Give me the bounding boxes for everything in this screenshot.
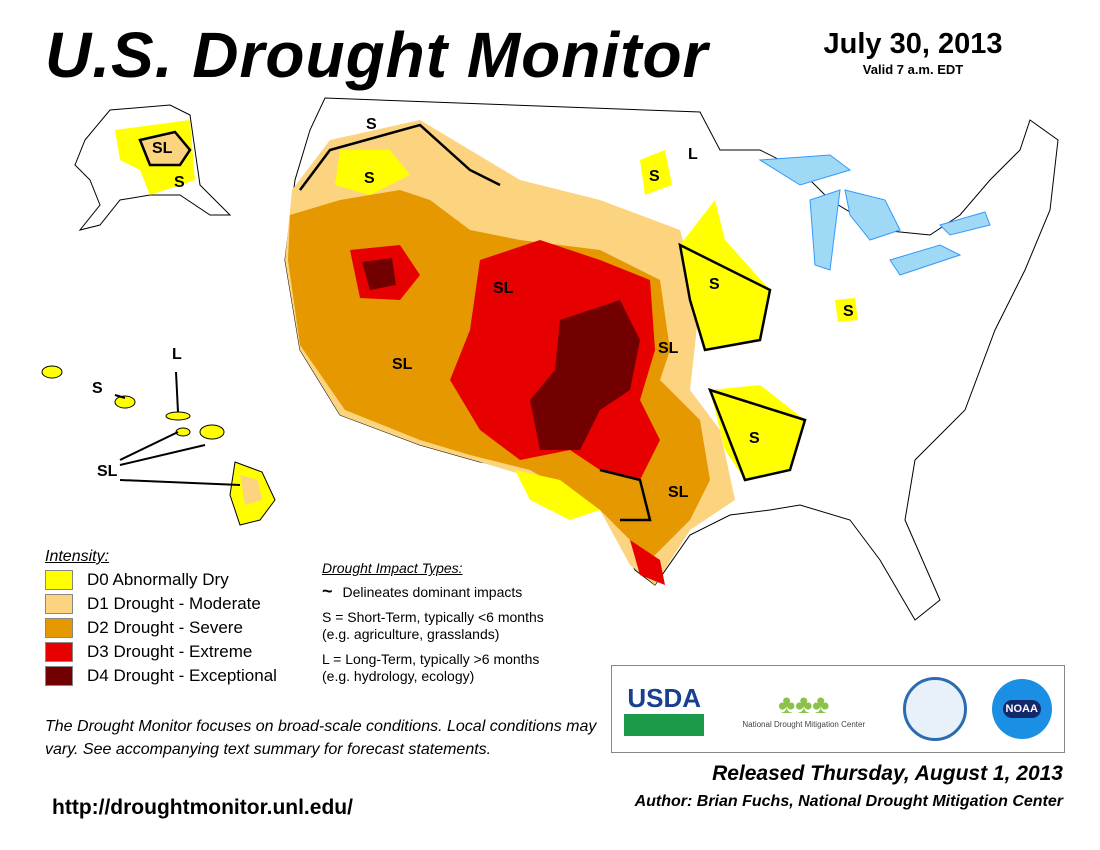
ndmc-text: National Drought Mitigation Center	[742, 720, 866, 729]
d0-arkansas	[710, 385, 805, 480]
swatch	[45, 642, 73, 662]
impact-label: SL	[152, 140, 173, 157]
legend-item-d3: D3 Drought - Extreme	[45, 640, 277, 664]
d0-northwest	[335, 150, 410, 195]
impact-label: SL	[392, 356, 413, 373]
hawaii	[41, 365, 276, 526]
legend-label: D0 Abnormally Dry	[87, 570, 229, 589]
impact-label: S	[174, 174, 185, 191]
usda-logo: USDA	[624, 682, 705, 736]
d0-sw	[515, 470, 600, 520]
d4-nevada	[362, 258, 396, 290]
impact-heading: Drought Impact Types:	[322, 560, 463, 576]
partner-logos: USDA ♣♣♣ National Drought Mitigation Cen…	[611, 665, 1065, 753]
swatch	[45, 618, 73, 638]
noaa-logo: NOAA	[991, 679, 1052, 739]
intensity-legend: Intensity: D0 Abnormally Dry D1 Drought …	[45, 548, 277, 688]
impact-long-examples: (e.g. hydrology, ecology)	[322, 668, 475, 684]
d3-region	[450, 240, 660, 480]
impact-label: S	[364, 170, 375, 187]
d0-il	[835, 298, 858, 322]
page-title: U.S. Drought Monitor	[45, 19, 709, 91]
impact-label: S	[649, 168, 660, 185]
release-date: Released Thursday, August 1, 2013	[712, 762, 1063, 785]
tree-icon: ♣♣♣	[778, 689, 830, 719]
d4-region	[530, 300, 640, 450]
legend-item-d0: D0 Abnormally Dry	[45, 568, 277, 592]
impact-label: SL	[493, 280, 514, 297]
impact-short-examples: (e.g. agriculture, grasslands)	[322, 626, 500, 642]
d0-nd	[640, 150, 672, 195]
impact-label: SL	[668, 484, 689, 501]
commerce-seal-icon	[903, 677, 968, 741]
impact-short: S = Short-Term, typically <6 months	[322, 609, 544, 625]
impact-label: SL	[658, 340, 679, 357]
impact-legend: Drought Impact Types: ~ Delineates domina…	[322, 560, 544, 685]
ndmc-logo: ♣♣♣ National Drought Mitigation Center	[729, 689, 879, 729]
usda-text: USDA	[627, 682, 702, 713]
disclaimer-note: The Drought Monitor focuses on broad-sca…	[45, 718, 597, 758]
impact-label: L	[172, 346, 182, 363]
impact-long: L = Long-Term, typically >6 months	[322, 651, 540, 667]
legend-heading: Intensity:	[45, 548, 110, 565]
legend-label: D4 Drought - Exceptional	[87, 666, 277, 685]
map-date: July 30, 2013	[823, 28, 1003, 60]
valid-time: Valid 7 a.m. EDT	[862, 62, 964, 77]
impact-label: S	[709, 276, 720, 293]
impact-label: S	[843, 303, 854, 320]
swatch	[45, 594, 73, 614]
swatch	[45, 570, 73, 590]
squiggle-icon: ~	[322, 581, 333, 601]
legend-item-d1: D1 Drought - Moderate	[45, 592, 277, 616]
impact-label: S	[92, 380, 103, 397]
author: Author: Brian Fuchs, National Drought Mi…	[634, 793, 1063, 810]
legend-item-d2: D2 Drought - Severe	[45, 616, 277, 640]
legend-label: D1 Drought - Moderate	[87, 594, 261, 613]
swatch	[45, 666, 73, 686]
conus	[284, 97, 1059, 621]
impact-label: L	[688, 146, 698, 163]
alaska	[74, 104, 232, 231]
great-lakes	[758, 154, 991, 276]
website-link[interactable]: http://droughtmonitor.unl.edu/	[52, 796, 353, 819]
impact-delineates: Delineates dominant impacts	[342, 584, 523, 600]
usda-field	[624, 713, 705, 736]
legend-label: D3 Drought - Extreme	[87, 642, 253, 661]
impact-label: S	[749, 430, 760, 447]
d3-texas-coast	[630, 540, 665, 585]
legend-item-d4: D4 Drought - Exceptional	[45, 664, 277, 688]
noaa-text: NOAA	[1002, 700, 1041, 718]
impact-label: SL	[97, 463, 118, 480]
impact-boundary	[299, 123, 807, 522]
legend-label: D2 Drought - Severe	[87, 618, 243, 637]
impact-label: S	[366, 116, 377, 133]
d0-iowa	[680, 200, 770, 350]
